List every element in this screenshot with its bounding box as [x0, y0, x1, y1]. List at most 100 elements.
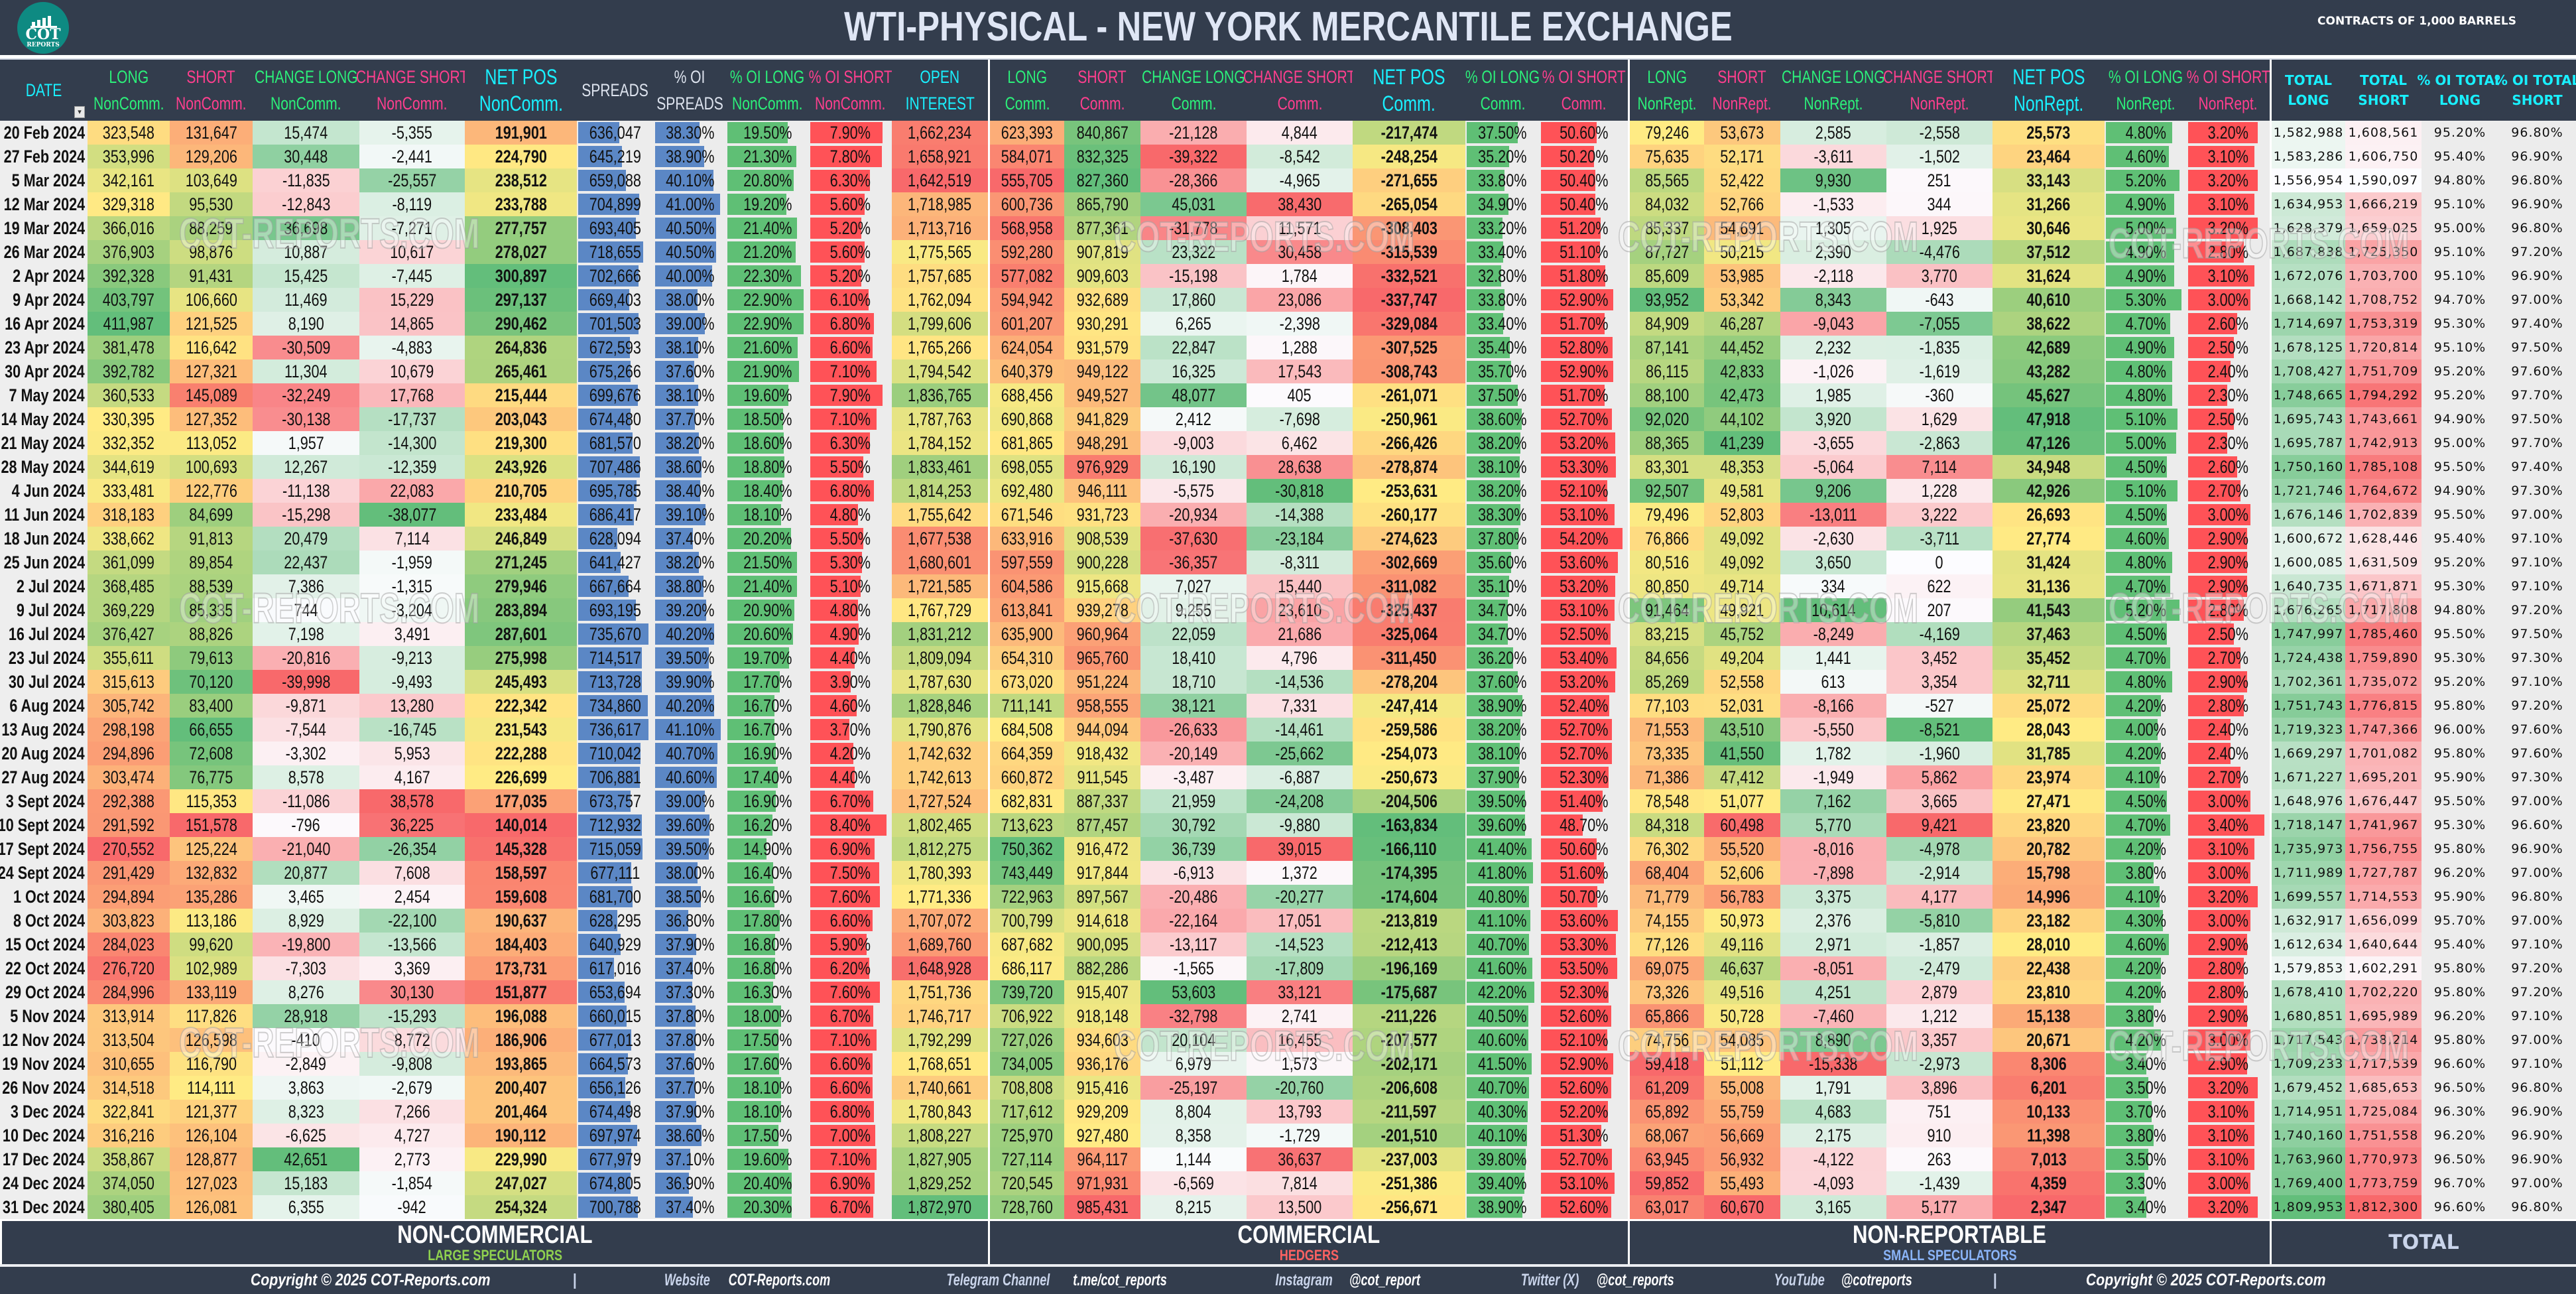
- column-header-comm-1[interactable]: SHORT Comm.: [1064, 60, 1140, 121]
- column-header-comm-4[interactable]: NET POS Comm.: [1353, 60, 1465, 121]
- data-cell-noncomm-6: 39.20%: [654, 598, 726, 622]
- column-header-comm-2[interactable]: CHANGE LONG Comm.: [1140, 60, 1247, 121]
- data-cell-noncomm-3: -16,745: [359, 718, 465, 742]
- column-header-nonrept-0[interactable]: LONG NonRept.: [1628, 60, 1704, 121]
- cell-value: 276,720: [102, 958, 155, 978]
- data-cell-comm-4: -253,631: [1353, 479, 1465, 503]
- data-cell-noncomm-0: 376,903: [88, 240, 170, 264]
- data-cell-nonrept-1: 52,558: [1704, 670, 1780, 694]
- data-cell-comm-4: -329,084: [1353, 312, 1465, 336]
- cell-value: 52.70%: [1559, 719, 1609, 740]
- data-bar: [810, 289, 869, 310]
- column-header-nonrept-3[interactable]: CHANGE SHORT NonRept.: [1883, 60, 1996, 121]
- cell-value: 684,508: [1001, 719, 1054, 740]
- column-header-noncomm-6[interactable]: % OI SPREADS: [654, 60, 726, 121]
- column-header-total-2[interactable]: % OI TOTAL LONG: [2417, 60, 2503, 121]
- column-header-nonrept-4[interactable]: NET POS NonRept.: [1993, 60, 2105, 121]
- footer-link-website[interactable]: Website COT-Reports.com: [660, 1271, 839, 1290]
- data-cell-noncomm-6: 40.20%: [654, 622, 726, 646]
- footer-link-value[interactable]: @cot_reports: [1597, 1271, 1675, 1289]
- data-cell-nonrept-6: 2.50%: [2187, 407, 2270, 431]
- column-header-noncomm-2[interactable]: CHANGE LONG NonComm.: [253, 60, 359, 121]
- data-cell-total-3: 97.20%: [2498, 598, 2576, 622]
- data-cell-noncomm-2: 42,651: [253, 1147, 359, 1171]
- data-cell-total-0: 1,632,917: [2270, 909, 2345, 933]
- footer-link-youtube[interactable]: YouTube @cotreports: [1770, 1271, 1918, 1290]
- data-cell-comm-4: -325,064: [1353, 622, 1465, 646]
- footer-link-twitter-x-[interactable]: Twitter (X) @cot_reports: [1516, 1271, 1681, 1290]
- footer-link-value[interactable]: COT-Reports.com: [728, 1271, 831, 1289]
- column-header-nonrept-6[interactable]: % OI SHORT NonRept.: [2187, 60, 2270, 121]
- data-cell-noncomm-4: 196,088: [465, 1004, 577, 1028]
- footer-link-value[interactable]: t.me/cot_reports: [1072, 1271, 1167, 1289]
- data-cell-noncomm-5: 715,059: [577, 837, 654, 861]
- data-cell-noncomm-9: 1,680,601: [892, 550, 988, 574]
- data-bar: [1541, 767, 1609, 788]
- cell-value: 18.50%: [743, 409, 792, 429]
- cell-value: 115,353: [186, 791, 237, 811]
- footer-link-instagram[interactable]: Instagram @cot_report: [1270, 1271, 1427, 1290]
- column-header-comm-3[interactable]: CHANGE SHORT Comm.: [1243, 60, 1356, 121]
- column-header-total-3[interactable]: % OI TOTAL SHORT: [2494, 60, 2576, 121]
- column-header-noncomm-9[interactable]: OPEN INTEREST: [892, 60, 988, 121]
- footer-link-value[interactable]: @cotreports: [1841, 1271, 1912, 1289]
- cell-value: 97.20%: [2511, 961, 2563, 976]
- footer-link-telegram-channel[interactable]: Telegram Channel t.me/cot_reports: [937, 1271, 1174, 1290]
- cell-value: -20,934: [1169, 504, 1218, 525]
- footer-link-value[interactable]: @cot_report: [1349, 1271, 1421, 1289]
- data-bar: [1467, 767, 1519, 788]
- data-cell-noncomm-0: 303,823: [88, 909, 170, 933]
- cell-value: 3.20%: [2207, 122, 2249, 143]
- data-bar: [1467, 456, 1520, 478]
- data-cell-comm-5: 35.70%: [1465, 359, 1540, 383]
- column-header-total-0[interactable]: TOTAL LONG: [2270, 60, 2345, 121]
- data-cell-nonrept-5: 3.30%: [2105, 1171, 2187, 1195]
- cell-value: 1,708,427: [2273, 364, 2344, 379]
- cell-value: 38,121: [1171, 695, 1216, 716]
- cell-value: 6.80%: [829, 480, 871, 501]
- data-bar: [655, 218, 717, 239]
- column-header-noncomm-7[interactable]: % OI LONG NonComm.: [726, 60, 809, 121]
- cell-value: 5.20%: [2125, 600, 2166, 620]
- cell-value: 8,358: [1175, 1125, 1212, 1145]
- data-cell-noncomm-4: 222,342: [465, 694, 577, 718]
- data-cell-total-2: 95.40%: [2422, 933, 2498, 956]
- cell-value: 190,112: [495, 1125, 546, 1145]
- filter-icon[interactable]: ▾: [74, 106, 85, 118]
- column-header-noncomm-8[interactable]: % OI SHORT NonComm.: [809, 60, 892, 121]
- data-cell-comm-0: 688,456: [988, 383, 1064, 407]
- column-header-comm-6[interactable]: % OI SHORT Comm.: [1540, 60, 1628, 121]
- column-header-comm-5[interactable]: % OI LONG Comm.: [1465, 60, 1540, 121]
- column-header-noncomm-5[interactable]: SPREADS: [577, 60, 654, 121]
- column-header-noncomm-1[interactable]: SHORT NonComm.: [170, 60, 253, 121]
- data-cell-total-2: 95.10%: [2422, 336, 2498, 359]
- data-cell-comm-6: 52.30%: [1540, 980, 1628, 1004]
- data-cell-nonrept-6: 3.10%: [2187, 837, 2270, 861]
- cell-value: 1,608,561: [2348, 125, 2419, 140]
- data-cell-nonrept-5: 3.80%: [2105, 1004, 2187, 1028]
- cell-value: 40.00%: [665, 265, 715, 286]
- column-header-comm-0[interactable]: LONG Comm.: [988, 60, 1064, 121]
- cell-value: 54,691: [1720, 218, 1764, 238]
- data-cell-noncomm-7: 21.40%: [726, 216, 809, 240]
- data-bar: [1467, 647, 1513, 669]
- data-cell-noncomm-2: -30,138: [253, 407, 359, 431]
- cell-value: 659,088: [589, 170, 642, 190]
- cell-value: 1,724,438: [2273, 651, 2344, 665]
- data-cell-comm-6: 53.30%: [1540, 933, 1628, 956]
- data-bar: [1467, 1029, 1529, 1051]
- cell-value: 624,054: [1001, 337, 1054, 357]
- column-header-nonrept-5[interactable]: % OI LONG NonRept.: [2105, 60, 2187, 121]
- data-cell-noncomm-0: 284,996: [88, 980, 170, 1004]
- cell-value: 6.70%: [829, 1005, 871, 1026]
- column-header-nonrept-1[interactable]: SHORT NonRept.: [1704, 60, 1780, 121]
- column-header-noncomm-4[interactable]: NET POS NonComm.: [465, 60, 577, 121]
- column-header-noncomm-3[interactable]: CHANGE SHORT NonComm.: [356, 60, 468, 121]
- column-header-noncomm-0[interactable]: LONG NonComm.: [88, 60, 170, 121]
- column-header-nonrept-2[interactable]: CHANGE LONG NonRept.: [1780, 60, 1886, 121]
- column-header-total-1[interactable]: TOTAL SHORT: [2345, 60, 2422, 121]
- cell-value: 34.70%: [1478, 600, 1527, 620]
- cell-value: -20,149: [1169, 743, 1218, 763]
- data-cell-noncomm-3: 5,953: [359, 742, 465, 765]
- cell-value: 5,862: [1921, 767, 1958, 787]
